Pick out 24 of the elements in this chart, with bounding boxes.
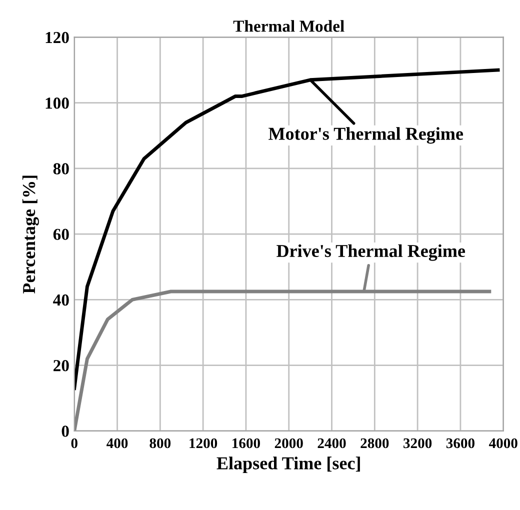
- x-tick-label: 4000: [488, 438, 518, 448]
- y-tick-label: 0: [62, 426, 69, 437]
- chart-title: Thermal Model: [233, 20, 344, 32]
- x-tick-label: 400: [106, 438, 128, 448]
- x-tick-label: 3200: [404, 438, 432, 448]
- y-tick-label: 120: [46, 32, 69, 44]
- y-tick-label: 40: [53, 294, 69, 306]
- annotation: Motor's Thermal Regime: [268, 127, 464, 144]
- y-axis-title: Percentage [%]: [22, 176, 39, 294]
- x-tick-label: 800: [150, 438, 171, 448]
- x-tick-label: 2400: [318, 438, 346, 448]
- x-tick-label: 0: [71, 438, 78, 448]
- x-tick-label: 2800: [360, 438, 389, 448]
- x-tick-label: 3600: [446, 438, 474, 448]
- x-axis-title: Elapsed Time [sec]: [216, 456, 360, 474]
- x-tick-label: 2000: [274, 438, 303, 448]
- y-tick-label: 100: [46, 98, 69, 109]
- line-series: [74, 68, 500, 390]
- y-tick-label: 80: [53, 163, 69, 174]
- x-tick-label: 1600: [232, 438, 260, 448]
- annotation: Drive's Thermal Regime: [276, 244, 466, 261]
- y-tick-label: 60: [53, 228, 69, 240]
- x-tick-label: 1200: [190, 438, 218, 448]
- y-tick-label: 20: [54, 360, 69, 372]
